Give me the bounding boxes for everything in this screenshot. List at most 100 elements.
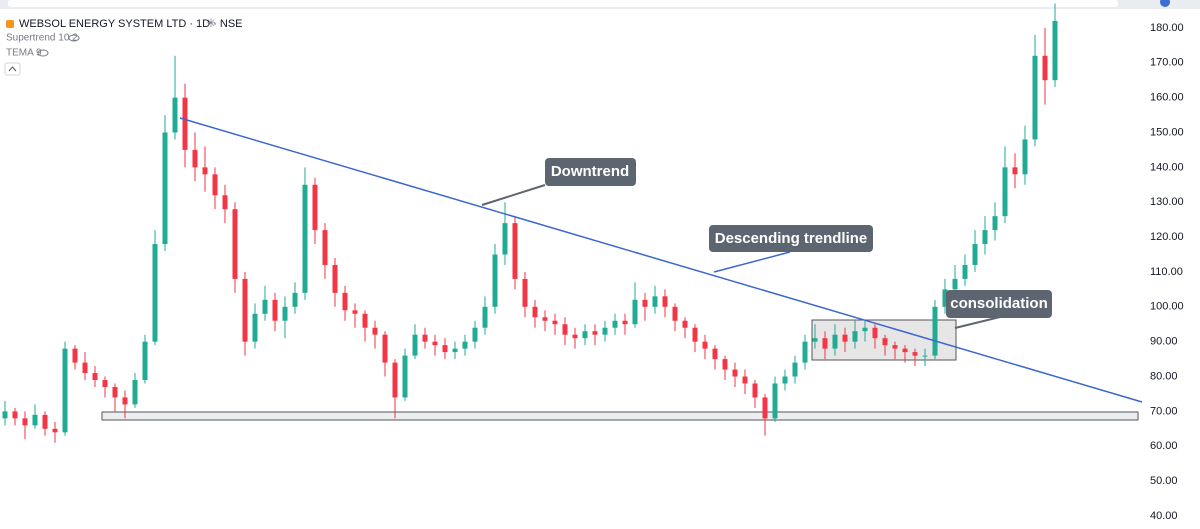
candle-body [1052, 20, 1058, 81]
candle-body [522, 278, 528, 307]
candle-body [252, 313, 258, 342]
callout-pointer [481, 184, 546, 206]
candle-body [882, 338, 888, 346]
candle-body [112, 386, 118, 398]
candle-body [12, 411, 18, 419]
candle-body [402, 355, 408, 398]
candle-body [232, 209, 238, 279]
candle-body [912, 352, 918, 356]
candle-body [782, 376, 788, 384]
candle-body [672, 306, 678, 321]
candle-body [192, 149, 198, 168]
y-tick-label: 160.00 [1150, 92, 1184, 104]
callout-pointer [954, 316, 1001, 329]
candle-body [2, 411, 8, 419]
candle-body [332, 264, 338, 293]
candle-body [792, 362, 798, 377]
candle-body [392, 362, 398, 398]
candle-body [262, 299, 268, 314]
y-tick-label: 140.00 [1150, 161, 1184, 173]
y-tick-label: 40.00 [1150, 510, 1178, 522]
candle-body [512, 223, 518, 279]
candle-body [482, 306, 488, 328]
visibility-icon[interactable] [68, 34, 80, 42]
candle-body [942, 289, 948, 307]
candle-body [732, 369, 738, 377]
candle-body [242, 278, 248, 342]
candle-body [1042, 55, 1048, 81]
annotation: Descending trendline [715, 230, 868, 247]
candle-body [822, 338, 828, 349]
y-tick-label: 110.00 [1150, 266, 1183, 278]
candle-body [852, 331, 858, 342]
candle-body [502, 223, 508, 255]
y-tick-label: 180.00 [1150, 22, 1184, 34]
candle-body [292, 292, 298, 307]
indicator-label: Supertrend 10 2 [6, 33, 78, 44]
candle-body [742, 376, 748, 384]
candle-body [472, 327, 478, 342]
callout-box [709, 225, 873, 252]
candle-body [62, 348, 68, 433]
candle-body [812, 338, 818, 342]
candle-body [492, 254, 498, 307]
candle-body [312, 184, 318, 231]
visibility-icon[interactable] [37, 49, 49, 57]
candle-body [752, 383, 758, 398]
candle-body [632, 299, 638, 325]
collapse-arrow [8, 66, 17, 72]
candle-body [382, 334, 388, 363]
candle-body [542, 317, 548, 321]
annotation: Downtrend [551, 163, 629, 180]
candle-body [842, 334, 848, 342]
chart-title: WEBSOL ENERGY SYSTEM LTD · 1D · NSE [19, 18, 243, 30]
candle-body [102, 380, 108, 387]
y-tick-label: 170.00 [1150, 57, 1184, 69]
candle-body [442, 345, 448, 353]
candle-body [282, 306, 288, 321]
candle-body [372, 327, 378, 335]
candle-body [622, 320, 628, 325]
callout-box [545, 158, 636, 186]
candle-body [222, 195, 228, 210]
candle-body [972, 244, 978, 265]
candle-body [42, 414, 48, 429]
symbol-icon [6, 20, 14, 28]
candle-body [572, 334, 578, 339]
candle-body [122, 397, 128, 405]
y-tick-label: 150.00 [1150, 126, 1184, 138]
collapse-button[interactable] [4, 62, 21, 76]
candle-body [952, 278, 958, 290]
candle-body [772, 383, 778, 419]
candle-body [152, 244, 158, 342]
candle-body [722, 359, 728, 370]
annotation: consolidation [950, 295, 1048, 312]
candle-body [132, 380, 138, 405]
candle-body [872, 327, 878, 339]
candle-body [52, 428, 58, 433]
candle-body [602, 327, 608, 335]
candle-body [562, 324, 568, 335]
candle-body [182, 97, 188, 150]
y-tick-label: 100.00 [1150, 301, 1184, 313]
candle-body [862, 327, 868, 332]
candle-body [1002, 167, 1008, 217]
candle-body [32, 414, 38, 426]
candle-body [432, 341, 438, 346]
indicator-label: TEMA 9 [6, 48, 42, 59]
candle-body [902, 348, 908, 353]
candle-body [642, 299, 648, 307]
candle-body [1022, 139, 1028, 175]
candle-body [832, 334, 838, 349]
candle-body [762, 397, 768, 419]
candle-body [592, 331, 598, 335]
candle-body [702, 341, 708, 349]
candle-body [362, 313, 368, 328]
candle-body [802, 341, 808, 363]
candle-body [212, 174, 218, 196]
candle-body [532, 306, 538, 318]
y-tick-label: 120.00 [1150, 231, 1184, 243]
candle-body [1032, 55, 1038, 140]
candle-body [162, 132, 168, 245]
